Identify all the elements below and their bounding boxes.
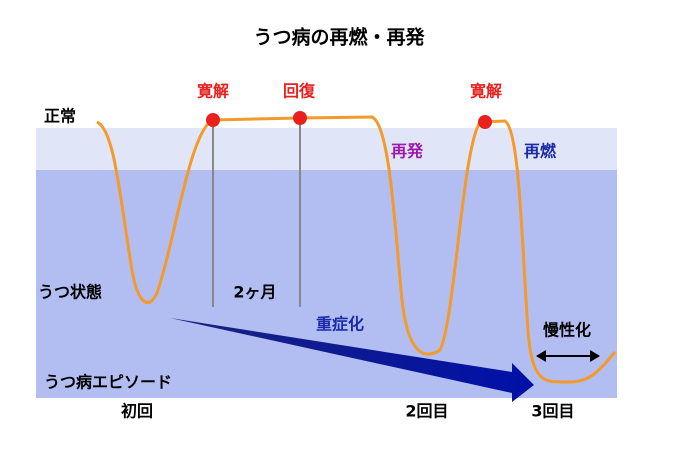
arrowhead [536, 350, 546, 362]
label: 再燃 [524, 142, 557, 161]
label: 初回 [121, 402, 153, 421]
title: うつ病の再燃・再発 [253, 26, 425, 49]
label: 慢性化 [543, 321, 591, 340]
label: 寛解 [470, 82, 502, 101]
label: 重症化 [316, 315, 364, 334]
point [293, 111, 307, 125]
label: 2回目 [405, 402, 448, 421]
label: うつ病エピソード [44, 373, 172, 392]
label: 2ヶ月 [233, 283, 276, 302]
label: 寛解 [197, 82, 229, 101]
course-curve [96, 115, 617, 384]
label: 回復 [283, 82, 316, 101]
label: 再発 [391, 142, 424, 161]
point [206, 113, 220, 127]
arrowhead [590, 350, 600, 362]
label: 3回目 [531, 402, 574, 421]
normal-band [36, 128, 617, 170]
point [478, 115, 492, 129]
label: 正常 [44, 107, 76, 126]
label: うつ状態 [38, 283, 102, 302]
